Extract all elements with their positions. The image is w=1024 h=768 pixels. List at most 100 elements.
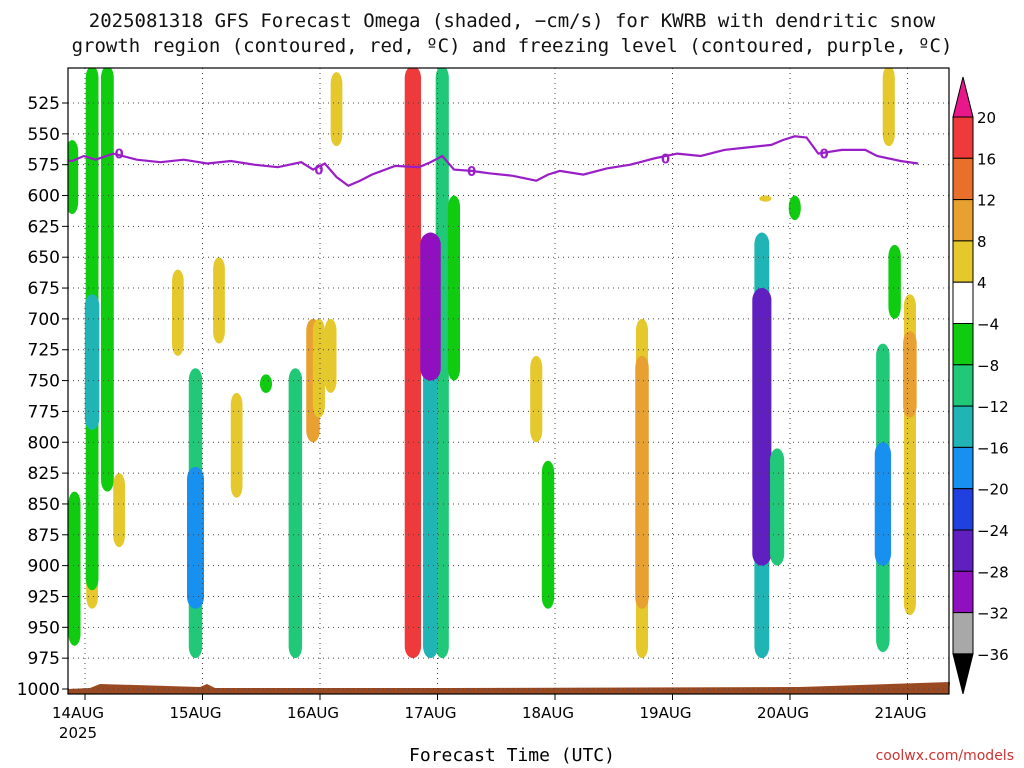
omega-blob (404, 68, 422, 659)
colorbar-swatch (952, 157, 974, 201)
omega-blob (903, 331, 917, 418)
y-tick-label: 900 (28, 557, 60, 577)
colorbar-swatch (952, 199, 974, 242)
colorbar-label: 12 (977, 192, 996, 210)
colorbar-label: −20 (977, 481, 1009, 499)
ground-fill (68, 682, 950, 694)
colorbar-swatch (952, 116, 974, 159)
y-tick-label: 725 (28, 341, 60, 361)
y-tick-label: 875 (28, 526, 60, 546)
credit-link[interactable]: coolwx.com/models (875, 748, 1014, 764)
omega-blob (187, 466, 204, 609)
x-tick-label: 14AUG (52, 704, 104, 722)
x-tick-sublabel: 2025 (59, 724, 97, 742)
freezing-level-label: 0 (661, 153, 670, 168)
x-axis-label: Forecast Time (UTC) (409, 745, 615, 766)
x-tick-label: 15AUG (170, 704, 222, 722)
colorbar-label: −36 (977, 646, 1009, 664)
omega-blob (172, 269, 184, 356)
omega-blob (213, 257, 225, 344)
omega-shading (68, 68, 917, 659)
y-tick-label: 650 (28, 248, 60, 268)
omega-blob (752, 288, 772, 566)
colorbar: 20 16 12 8 4 −4 −8 −12 −16 −20 −24 −28 −32 −36 (952, 76, 1009, 695)
omega-blob (330, 72, 343, 147)
omega-blob (68, 491, 81, 646)
omega-blob (759, 195, 772, 202)
x-tick-label: 19AUG (640, 704, 692, 722)
omega-blob (420, 232, 441, 381)
omega-blob (259, 374, 273, 393)
omega-blob (435, 68, 449, 659)
y-tick-label: 850 (28, 495, 60, 515)
colorbar-label: 4 (977, 274, 987, 292)
y-tick-label: 525 (28, 94, 60, 114)
colorbar-swatch (952, 364, 974, 407)
colorbar-swatch (952, 281, 974, 325)
y-tick-label: 825 (28, 464, 60, 484)
omega-blob (788, 195, 801, 221)
colorbar-swatch (952, 612, 974, 655)
colorbar-label: 16 (977, 150, 996, 168)
colorbar-label: −4 (977, 316, 999, 334)
omega-blob (324, 318, 337, 393)
y-tick-label: 800 (28, 433, 60, 453)
colorbar-label: 20 (977, 109, 996, 127)
colorbar-swatch (952, 570, 974, 614)
omega-blob (635, 355, 649, 609)
omega-blob (288, 368, 303, 659)
colorbar-label: 8 (977, 233, 987, 251)
colorbar-swatch (952, 488, 974, 531)
x-tick-label: 20AUG (757, 704, 809, 722)
omega-blob (84, 294, 100, 430)
omega-blob (100, 68, 114, 492)
y-tick-label: 700 (28, 310, 60, 330)
omega-blob (770, 448, 785, 566)
chart-title-line2: growth region (contoured, red, ºC) and f… (71, 35, 953, 57)
colorbar-swatch (952, 240, 974, 283)
omega-blob (888, 244, 901, 319)
freezing-level-path (68, 135, 919, 187)
y-axis: 525 550 575 600 625 650 675 700 725 750 775 800 825 8… (17, 94, 68, 700)
colorbar-label: −16 (977, 439, 1009, 457)
colorbar-top-arrow (952, 76, 974, 118)
colorbar-label: −28 (977, 563, 1009, 581)
y-tick-label: 775 (28, 402, 60, 422)
y-tick-label: 600 (28, 187, 60, 207)
colorbar-swatch (952, 323, 974, 366)
omega-blob (312, 318, 325, 418)
colorbar-swatch (952, 405, 974, 448)
colorbar-label: −32 (977, 605, 1009, 623)
x-tick-label: 17AUG (405, 704, 457, 722)
x-tick-label: 18AUG (522, 704, 574, 722)
x-tick-label: 16AUG (287, 704, 339, 722)
freezing-level-line: 0 0 0 0 0 (68, 135, 919, 187)
y-tick-label: 975 (28, 649, 60, 669)
colorbar-swatch (952, 446, 974, 490)
y-tick-label: 750 (28, 372, 60, 392)
freezing-level-label: 0 (314, 164, 323, 179)
chart-title-line1: 2025081318 GFS Forecast Omega (shaded, −… (88, 10, 936, 32)
y-tick-label: 950 (28, 618, 60, 638)
colorbar-label: −24 (977, 522, 1009, 540)
x-axis: 14AUG 15AUG 16AUG 17AUG 18AUG 19AUG 20AUG 21AUG… (52, 694, 926, 742)
colorbar-bottom-arrow (952, 653, 974, 695)
y-tick-label: 675 (28, 279, 60, 299)
colorbar-swatch (952, 529, 974, 572)
ground-surface (68, 682, 950, 694)
y-tick-label: 625 (28, 217, 60, 237)
freezing-level-label: 0 (820, 148, 829, 163)
omega-blob (530, 355, 543, 443)
x-tick-label: 21AUG (875, 704, 927, 722)
omega-blob (230, 392, 243, 498)
y-tick-label: 925 (28, 587, 60, 607)
freezing-level-label: 0 (467, 165, 476, 180)
grid-lines (68, 68, 949, 694)
omega-blob (113, 473, 125, 548)
y-tick-label: 550 (28, 125, 60, 145)
colorbar-label: −12 (977, 398, 1009, 416)
colorbar-label: −8 (977, 357, 999, 375)
omega-blob (882, 68, 895, 147)
freezing-level-label: 0 (115, 148, 124, 163)
